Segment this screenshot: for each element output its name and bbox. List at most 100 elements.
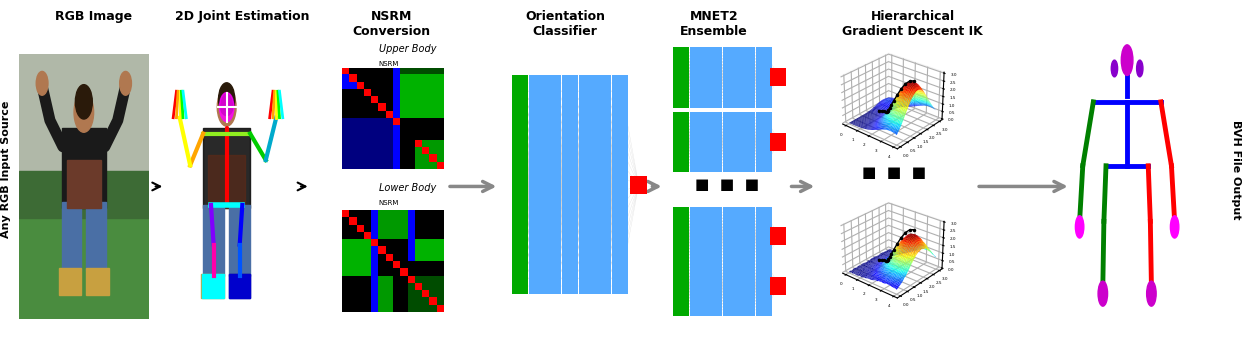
Point — [720, 102, 740, 107]
Point — [610, 237, 630, 242]
Point — [688, 112, 708, 117]
Point — [738, 262, 758, 267]
Circle shape — [1112, 60, 1118, 77]
Point — [738, 148, 758, 153]
Point — [738, 231, 758, 236]
Point — [510, 112, 530, 117]
Point — [544, 81, 564, 86]
Point — [704, 166, 724, 172]
Point — [671, 59, 691, 65]
Point — [754, 102, 774, 107]
Point — [754, 249, 774, 254]
Point — [738, 274, 758, 279]
Point — [704, 243, 724, 248]
Point — [576, 252, 596, 258]
Point — [704, 96, 724, 101]
Point — [720, 130, 740, 135]
Point — [671, 237, 691, 242]
Point — [671, 304, 691, 310]
Point — [671, 112, 691, 117]
Text: MNET2
Ensemble: MNET2 Ensemble — [681, 10, 748, 38]
Point — [688, 89, 708, 95]
Point — [738, 124, 758, 129]
Point — [610, 221, 630, 226]
Point — [688, 47, 708, 53]
Bar — [62, 202, 81, 271]
Bar — [204, 128, 250, 207]
Point — [671, 286, 691, 291]
Point — [671, 268, 691, 273]
Point — [671, 255, 691, 260]
Point — [688, 249, 708, 254]
Point — [720, 83, 740, 89]
Bar — [62, 128, 106, 207]
Point — [754, 219, 774, 224]
Point — [688, 206, 708, 212]
Point — [544, 268, 564, 273]
Point — [769, 74, 789, 80]
Point — [754, 136, 774, 141]
Point — [544, 112, 564, 117]
Text: NSRM
Conversion: NSRM Conversion — [353, 10, 430, 38]
Point — [720, 310, 740, 316]
Point — [754, 213, 774, 218]
Point — [720, 142, 740, 147]
Point — [688, 96, 708, 101]
Point — [576, 268, 596, 273]
Point — [704, 148, 724, 153]
Point — [688, 124, 708, 129]
Point — [510, 268, 530, 273]
Point — [671, 243, 691, 248]
Point — [720, 225, 740, 230]
Point — [738, 77, 758, 83]
Point — [738, 280, 758, 285]
Point — [738, 47, 758, 53]
Text: ■  ■  ■: ■ ■ ■ — [694, 177, 759, 192]
Point — [688, 298, 708, 303]
Point — [594, 96, 614, 102]
Point — [688, 130, 708, 135]
Point — [688, 142, 708, 147]
Point — [704, 274, 724, 279]
Point — [510, 96, 530, 102]
Point — [610, 143, 630, 148]
Point — [738, 298, 758, 303]
Point — [754, 89, 774, 95]
Point — [560, 174, 580, 180]
Point — [671, 206, 691, 212]
Point — [671, 47, 691, 53]
Point — [688, 213, 708, 218]
Bar — [67, 160, 101, 207]
Point — [704, 304, 724, 310]
Point — [738, 237, 758, 242]
Text: NSRM: NSRM — [379, 61, 399, 67]
Point — [720, 160, 740, 165]
Point — [720, 118, 740, 123]
Point — [671, 310, 691, 316]
Point — [594, 159, 614, 164]
Point — [688, 166, 708, 172]
Point — [754, 292, 774, 297]
Point — [594, 127, 614, 133]
Point — [704, 206, 724, 212]
Bar — [204, 205, 224, 276]
Point — [720, 243, 740, 248]
Point — [510, 190, 530, 195]
Point — [544, 237, 564, 242]
Point — [738, 243, 758, 248]
Point — [704, 256, 724, 261]
Bar — [209, 155, 245, 207]
Point — [544, 143, 564, 148]
Text: Any RGB Input Source: Any RGB Input Source — [1, 101, 11, 238]
Bar — [87, 268, 108, 295]
Point — [704, 53, 724, 59]
Point — [754, 59, 774, 65]
Point — [754, 83, 774, 89]
Point — [738, 166, 758, 172]
Point — [527, 221, 546, 226]
Point — [610, 190, 630, 195]
Point — [720, 206, 740, 212]
Point — [720, 124, 740, 129]
Point — [720, 47, 740, 53]
Point — [704, 298, 724, 303]
